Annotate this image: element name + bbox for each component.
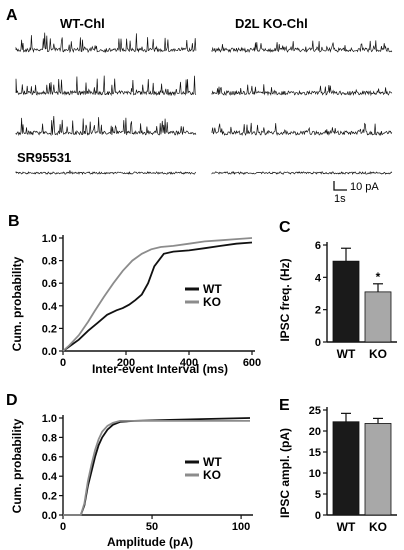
wt-trace-2 [15, 75, 197, 97]
chartB-ytick-label: 0.6 [42, 278, 57, 290]
chartE-ytick-label: 5 [315, 489, 321, 501]
chartB-ytick-label: 1.0 [42, 233, 57, 245]
chartD-xtick-label: 0 [60, 521, 66, 533]
chartD-ytick-label: 0.6 [42, 452, 57, 464]
chartD-ytick-label: 0.8 [42, 432, 57, 444]
chartB-xtick-label: 200 [117, 357, 135, 369]
scale-time-label: 1s [334, 193, 346, 205]
chartE-category-ko: KO [369, 520, 387, 534]
chartD-xtick-label: 100 [232, 521, 250, 533]
chartD-ytick-label: 0.0 [42, 510, 57, 522]
chart-c-ylabel: IPSC freq. (Hz) [278, 258, 292, 341]
scale-amp-label: 10 pA [350, 181, 379, 193]
chartB-legend-wt: WT [203, 282, 222, 296]
chartC-ytick-label: 2 [315, 305, 321, 317]
ko-trace-3 [211, 122, 393, 137]
chart-c: IPSC freq. (Hz) 0 2 4 6 WT KO * [278, 240, 397, 361]
ko-title: D2L KO-Chl [235, 16, 308, 31]
chartB-ytick-label: 0.0 [42, 346, 57, 358]
chartB-xtick-label: 400 [180, 357, 198, 369]
scale-bar: 10 pA 1s [333, 181, 379, 205]
wt-trace-1 [15, 32, 197, 54]
chartC-bar-ko [364, 291, 392, 343]
chartE-ytick-label: 15 [309, 447, 321, 459]
ko-trace-drug [211, 170, 393, 175]
chartB-series-ko [62, 237, 253, 352]
chartD-ytick-label: 0.2 [42, 491, 57, 503]
chart-d-ylabel: Cum. probability [10, 418, 24, 513]
chartD-xtick-label: 50 [146, 521, 158, 533]
panel-letter-c: C [279, 219, 291, 236]
chart-d: Cum. probability Amplitude (pA) 0.0 0.2 0.… [10, 413, 253, 549]
chart-b: Cum. probability Inter-event Interval (m… [10, 233, 261, 376]
chartC-ytick-label: 0 [315, 337, 321, 349]
trace-group [15, 32, 393, 176]
panel-letter-b: B [8, 213, 20, 230]
chartC-bar-wt [332, 260, 360, 343]
chartB-ytick-label: 0.4 [42, 301, 58, 313]
chartC-ytick-label: 6 [315, 240, 321, 252]
drug-label: SR95531 [17, 150, 71, 165]
chart-e: IPSC ampl. (pA) 0 5 10 15 20 25 WT KO [278, 405, 397, 534]
chartE-bar-ko [364, 423, 392, 516]
chartD-series-ko [63, 420, 250, 516]
panel-letter-d: D [6, 392, 18, 409]
chartE-category-wt: WT [337, 520, 356, 534]
chartE-ytick-label: 10 [309, 468, 321, 480]
wt-title: WT-Chl [60, 16, 105, 31]
wt-trace-drug [15, 170, 197, 176]
ko-trace-1 [211, 40, 393, 54]
chartE-bar-wt [332, 421, 360, 516]
ko-trace-2 [211, 84, 393, 97]
panel-letter-e: E [279, 397, 290, 414]
panel-a: WT-Chl D2L KO-Chl SR95531 10 pA 1s [15, 16, 393, 205]
chartD-legend-wt: WT [203, 455, 222, 469]
chart-d-xlabel: Amplitude (pA) [107, 535, 193, 549]
chartD-legend-ko: KO [203, 468, 221, 482]
chartD-ytick-label: 0.4 [42, 471, 58, 483]
wt-trace-3 [15, 115, 197, 137]
chartB-ytick-label: 0.2 [42, 323, 57, 335]
chart-e-ylabel: IPSC ampl. (pA) [278, 428, 292, 518]
chartB-xtick-label: 0 [60, 357, 66, 369]
chartC-ytick-label: 4 [315, 272, 322, 284]
chartD-ytick-label: 1.0 [42, 413, 57, 425]
chartB-legend-ko: KO [203, 295, 221, 309]
chartE-ytick-label: 20 [309, 426, 321, 438]
chart-b-ylabel: Cum. probability [10, 256, 24, 351]
chartC-category-wt: WT [337, 347, 356, 361]
chartB-ytick-label: 0.8 [42, 256, 57, 268]
chartB-xtick-label: 600 [243, 357, 261, 369]
chartB-series-wt [62, 241, 253, 352]
chartC-category-ko: KO [369, 347, 387, 361]
chartC-significance-star: * [376, 270, 381, 284]
chart-b-xlabel: Inter-event Interval (ms) [92, 362, 228, 376]
chartE-ytick-label: 25 [309, 405, 321, 417]
panel-letter-a: A [6, 7, 18, 24]
chartE-ytick-label: 0 [315, 510, 321, 522]
scale-bar-lines [333, 181, 347, 191]
